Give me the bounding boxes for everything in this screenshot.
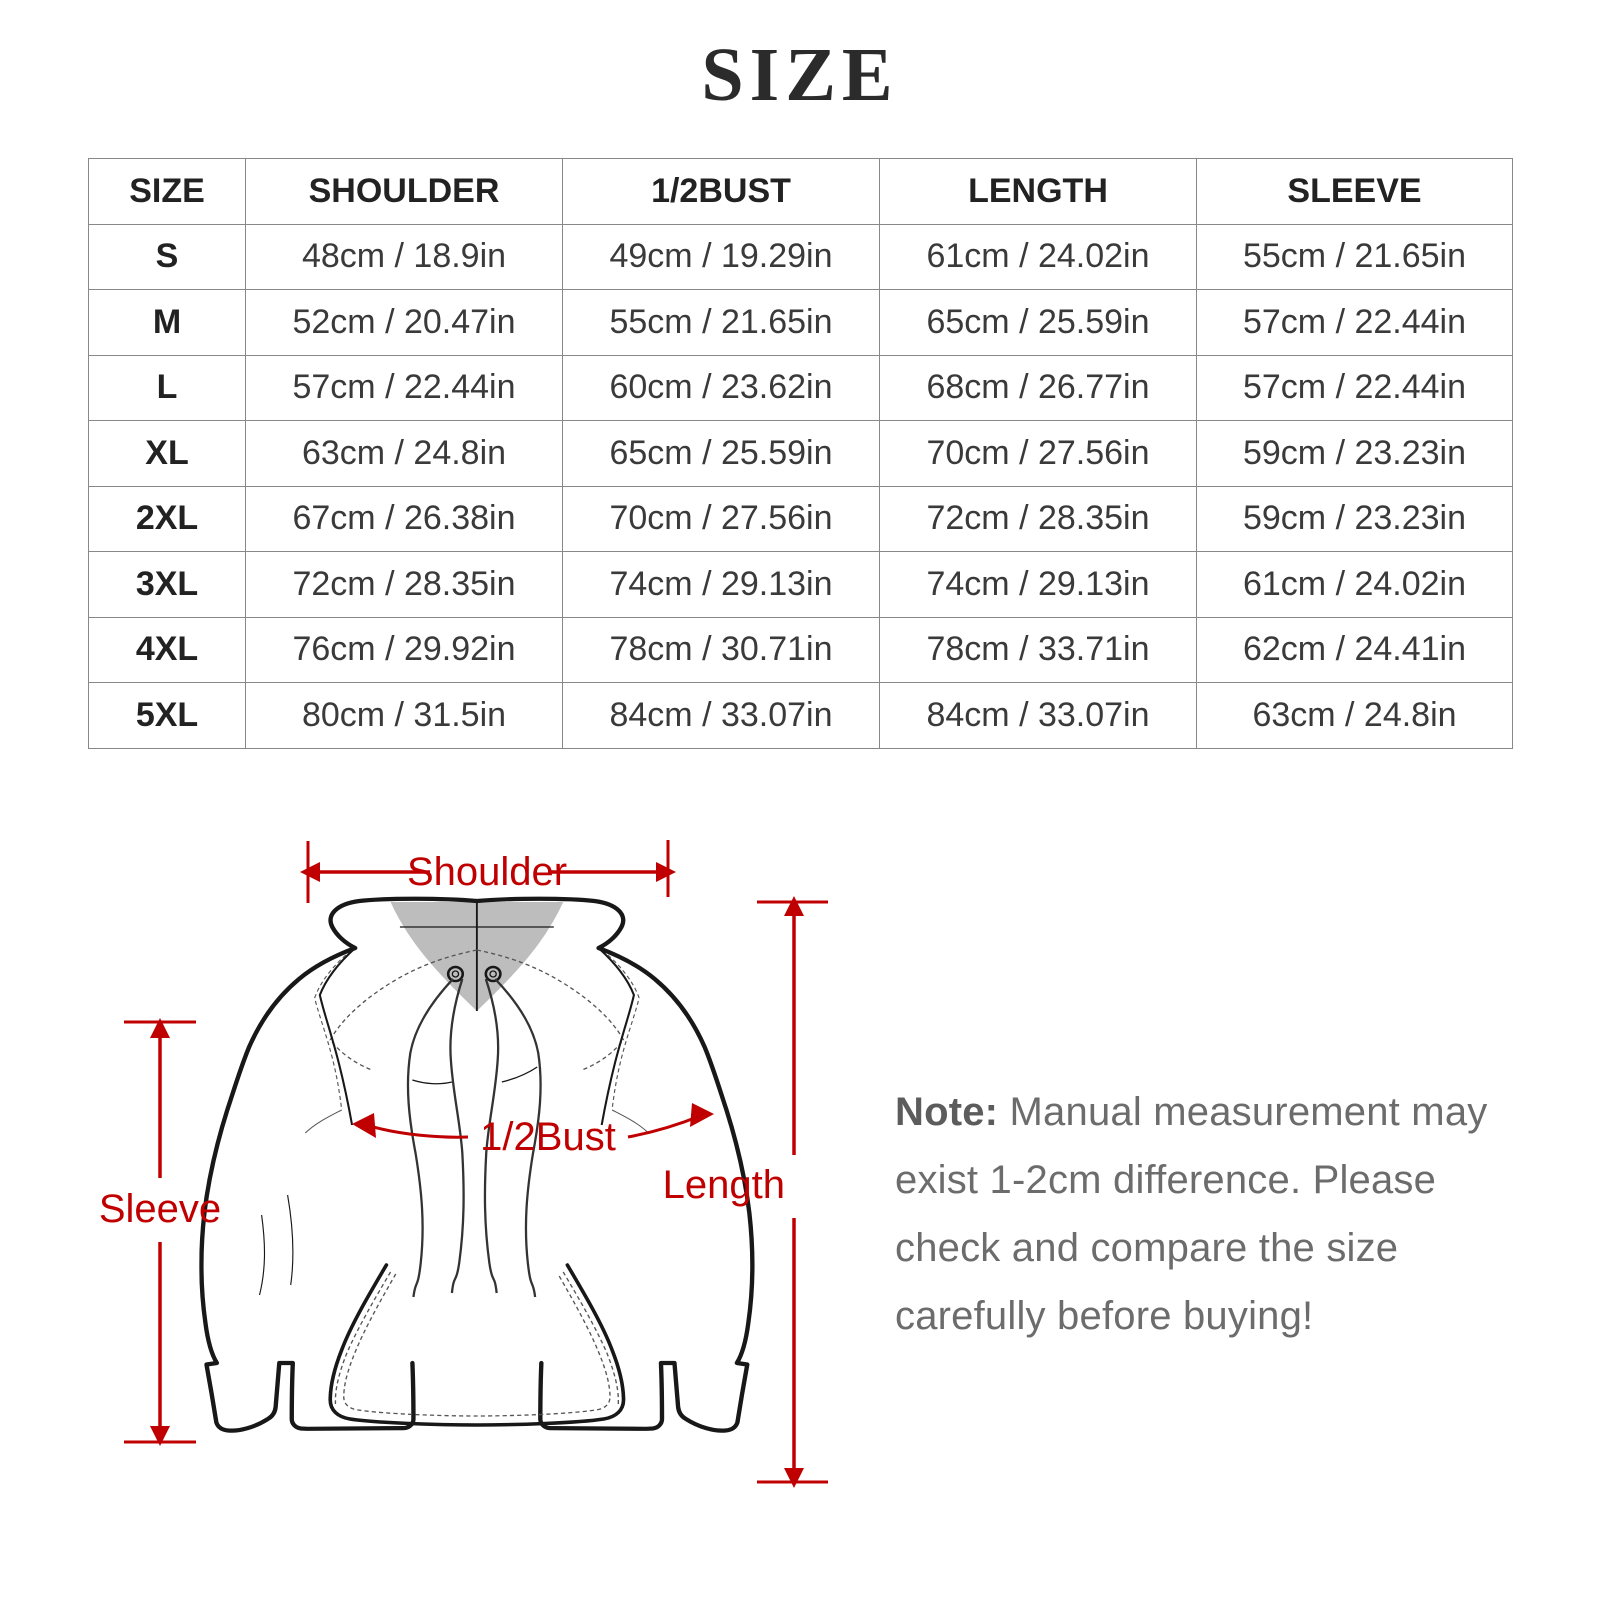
svg-text:Sleeve: Sleeve	[99, 1187, 221, 1231]
svg-text:Length: Length	[663, 1163, 785, 1207]
svg-text:Shoulder: Shoulder	[407, 850, 567, 894]
svg-text:1/2Bust: 1/2Bust	[480, 1115, 616, 1159]
